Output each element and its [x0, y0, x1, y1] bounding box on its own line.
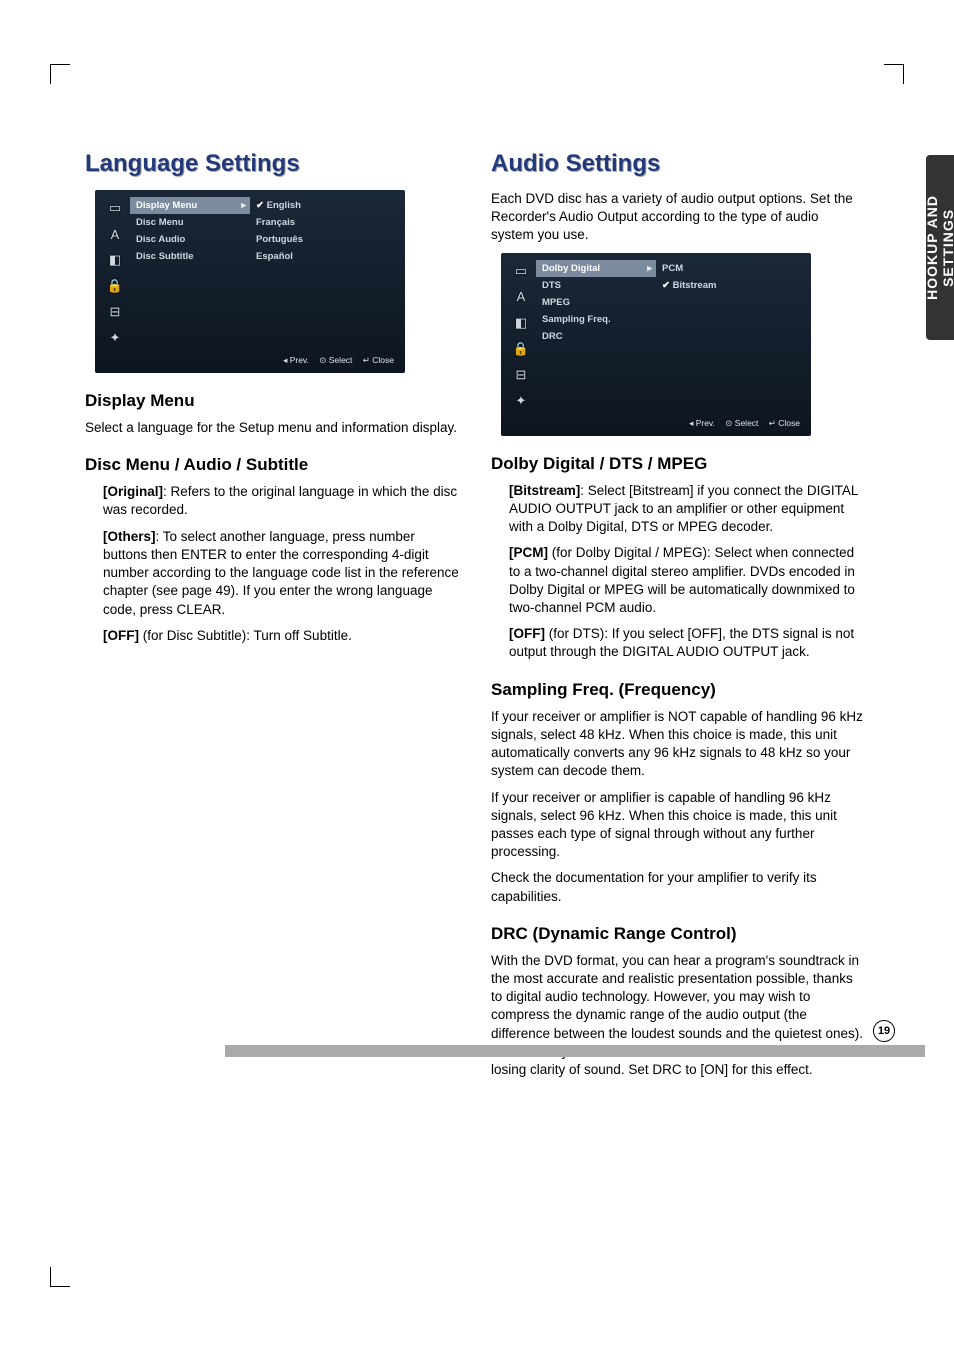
footer-close: ↵ Close [769, 418, 800, 428]
menu-category-icon: 🔒 [105, 277, 125, 295]
sampling-p3: Check the documentation for your amplifi… [491, 869, 865, 905]
menu-option: Español [250, 248, 400, 265]
menu-item: Disc Audio [130, 231, 250, 248]
menu-category-icon: A [105, 225, 125, 243]
disc-menu-heading: Disc Menu / Audio / Subtitle [85, 455, 459, 475]
menu-option: Bitstream [656, 277, 806, 294]
menu-category-icon: 🔒 [511, 340, 531, 358]
menu-category-icon: ✦ [511, 392, 531, 410]
footer-prev: ◂ Prev. [689, 418, 715, 428]
footer-select: ⊙ Select [725, 418, 758, 428]
menu-item: Sampling Freq. [536, 311, 656, 328]
audio-settings-heading: Audio Settings [491, 150, 865, 178]
crop-mark [50, 64, 70, 84]
section-tab: HOOKUP AND SETTINGS [926, 155, 954, 340]
dts-off-label: [OFF] [509, 626, 545, 641]
language-settings-heading: Language Settings [85, 150, 459, 178]
menu-category-icon: A [511, 288, 531, 306]
menu-item: Display Menu [130, 197, 250, 214]
off-text: (for Disc Subtitle): Turn off Subtitle. [139, 628, 352, 643]
menu-option: PCM [656, 260, 806, 277]
bitstream-label: [Bitstream] [509, 483, 580, 498]
sampling-p1: If your receiver or amplifier is NOT cap… [491, 708, 865, 781]
drc-text: With the DVD format, you can hear a prog… [491, 952, 865, 1080]
audio-menu-screenshot: ▭ A ◧ 🔒 ⊟ ✦ Dolby DigitalDTSMPEGSampling Freq… [501, 253, 811, 436]
pcm-option: [PCM] (for Dolby Digital / MPEG): Select… [509, 544, 865, 617]
footer-prev: ◂ Prev. [283, 355, 309, 365]
menu-category-icon: ◧ [105, 251, 125, 269]
menu-item: Dolby Digital [536, 260, 656, 277]
menu-item: Disc Subtitle [130, 248, 250, 265]
menu-category-icon: ✦ [105, 329, 125, 347]
menu-category-icon: ⊟ [105, 303, 125, 321]
off-label: [OFF] [103, 628, 139, 643]
menu-item: DRC [536, 328, 656, 345]
others-option: [Others]: To select another language, pr… [103, 528, 459, 619]
sampling-heading: Sampling Freq. (Frequency) [491, 680, 865, 700]
display-menu-text: Select a language for the Setup menu and… [85, 419, 459, 437]
right-column: Audio Settings Each DVD disc has a varie… [491, 150, 865, 1087]
menu-item: DTS [536, 277, 656, 294]
dolby-heading: Dolby Digital / DTS / MPEG [491, 454, 865, 474]
crop-mark [884, 1267, 904, 1287]
footer-select: ⊙ Select [319, 355, 352, 365]
bitstream-option: [Bitstream]: Select [Bitstream] if you c… [509, 482, 865, 537]
section-tab-label: HOOKUP AND SETTINGS [924, 195, 954, 300]
menu-item: Disc Menu [130, 214, 250, 231]
page-number: 19 [873, 1020, 895, 1042]
audio-intro: Each DVD disc has a variety of audio out… [491, 190, 865, 245]
menu-category-icon: ▭ [511, 262, 531, 280]
language-menu-screenshot: ▭ A ◧ 🔒 ⊟ ✦ Display MenuDisc MenuDisc AudioDi… [95, 190, 405, 373]
menu-category-icon: ⊟ [511, 366, 531, 384]
crop-mark [884, 64, 904, 84]
footer-bar [225, 1045, 925, 1057]
dts-off-option: [OFF] (for DTS): If you select [OFF], th… [509, 625, 865, 661]
others-text: : To select another language, press numb… [103, 529, 459, 617]
menu-item: MPEG [536, 294, 656, 311]
original-option: [Original]: Refers to the original langu… [103, 483, 459, 519]
menu-option: Français [250, 214, 400, 231]
pcm-label: [PCM] [509, 545, 548, 560]
display-menu-heading: Display Menu [85, 391, 459, 411]
menu-category-icon: ▭ [105, 199, 125, 217]
menu-option: English [250, 197, 400, 214]
off-option: [OFF] (for Disc Subtitle): Turn off Subt… [103, 627, 459, 645]
others-label: [Others] [103, 529, 156, 544]
left-column: Language Settings ▭A◧🔒⊟✦ Display MenuDis… [85, 150, 459, 1087]
menu-footer: ◂ Prev. ⊙ Select ↵ Close [506, 414, 806, 431]
crop-mark [50, 1267, 70, 1287]
menu-category-icon: ◧ [511, 314, 531, 332]
dts-off-text: (for DTS): If you select [OFF], the DTS … [509, 626, 854, 659]
menu-footer: ◂ Prev. ⊙ Select ↵ Close [100, 351, 400, 368]
original-label: [Original] [103, 484, 163, 499]
footer-close: ↵ Close [363, 355, 394, 365]
drc-heading: DRC (Dynamic Range Control) [491, 924, 865, 944]
menu-option: Português [250, 231, 400, 248]
sampling-p2: If your receiver or amplifier is capable… [491, 789, 865, 862]
pcm-text: (for Dolby Digital / MPEG): Select when … [509, 545, 855, 615]
